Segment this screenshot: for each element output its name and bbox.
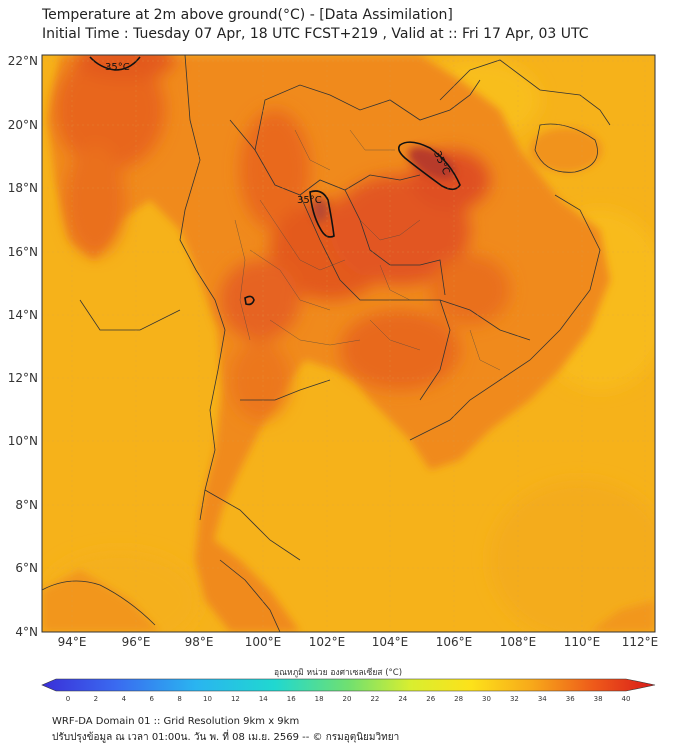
colorbar-tick-label: 10	[203, 695, 212, 703]
colorbar-tick-label: 30	[482, 695, 491, 703]
lon-tick-label: 110°E	[564, 635, 601, 649]
colorbar-tick-label: 18	[315, 695, 324, 703]
lon-tick-label: 104°E	[372, 635, 409, 649]
colorbar-tick-label: 16	[287, 695, 296, 703]
colorbar-tick-label: 14	[259, 695, 268, 703]
colorbar: 0 2 4 6 8 10 12 14 16 18 20 22 24 26 28 30 32 34 36 38 40	[41, 678, 656, 703]
gridlines	[42, 55, 655, 632]
map-frame	[41, 54, 656, 633]
lat-tick-label: 20°N	[8, 118, 38, 132]
colorbar-label: อุณหภูมิ หน่วย องศาเซลเซียส (°C)	[273, 668, 403, 678]
colorbar-tick-label: 40	[622, 695, 631, 703]
colorbar-tick-label: 22	[370, 695, 379, 703]
colorbar-tick-label: 12	[231, 695, 240, 703]
lon-tick-label: 108°E	[500, 635, 537, 649]
lon-axis: 94°E 96°E 98°E 100°E 102°E 104°E 106°E 1…	[58, 635, 659, 649]
lat-tick-label: 14°N	[8, 308, 38, 322]
footer-domain-info: WRF-DA Domain 01 :: Grid Resolution 9km …	[52, 716, 300, 727]
colorbar-tick-label: 8	[177, 695, 181, 703]
lon-tick-label: 112°E	[622, 635, 659, 649]
lon-tick-label: 100°E	[245, 635, 282, 649]
colorbar-tick-label: 32	[510, 695, 519, 703]
lat-tick-label: 18°N	[8, 181, 38, 195]
colorbar-tick-label: 34	[538, 695, 547, 703]
contour-label: 35°C	[105, 62, 130, 73]
map-title: Temperature at 2m above ground(°C) - [Da…	[42, 7, 453, 23]
contour-35c	[89, 56, 461, 306]
colorbar-tick-label: 28	[454, 695, 463, 703]
colorbar-tick-label: 20	[343, 695, 352, 703]
lat-tick-label: 22°N	[8, 54, 38, 68]
lon-tick-label: 96°E	[122, 635, 151, 649]
map-subtitle: Initial Time : Tuesday 07 Apr, 18 UTC FC…	[42, 26, 589, 42]
lat-tick-label: 4°N	[15, 625, 38, 639]
colorbar-tick-label: 2	[94, 695, 98, 703]
lat-tick-label: 12°N	[8, 371, 38, 385]
map-plot-area	[42, 55, 655, 632]
colorbar-tick-label: 4	[122, 695, 127, 703]
colorbar-tick-label: 38	[594, 695, 603, 703]
lon-tick-label: 94°E	[58, 635, 87, 649]
lon-tick-label: 98°E	[185, 635, 214, 649]
lat-axis: 22°N 20°N 18°N 16°N 14°N 12°N 10°N 8°N 6…	[8, 54, 38, 639]
country-borders	[42, 55, 611, 632]
colorbar-tick-label: 0	[66, 695, 70, 703]
lon-tick-label: 106°E	[436, 635, 473, 649]
lat-tick-label: 16°N	[8, 245, 38, 259]
colorbar-tick-label: 26	[426, 695, 435, 703]
colorbar-tick-label: 24	[398, 695, 407, 703]
lon-tick-label: 102°E	[309, 635, 346, 649]
contour-label: 35°C	[297, 195, 322, 206]
lat-tick-label: 8°N	[15, 498, 38, 512]
lat-tick-label: 6°N	[15, 561, 38, 575]
hot-zones	[55, 55, 510, 420]
footer-update-info: ปรับปรุงข้อมูล ณ เวลา 01:00น. วัน พ. ที่…	[52, 732, 400, 743]
colorbar-tick-label: 36	[566, 695, 575, 703]
lat-tick-label: 10°N	[8, 434, 38, 448]
colorbar-tick-label: 6	[149, 695, 154, 703]
temperature-map: 35°C 35°C 35°C 22°N 20°N 18°N 16°N 14°N …	[8, 54, 659, 703]
